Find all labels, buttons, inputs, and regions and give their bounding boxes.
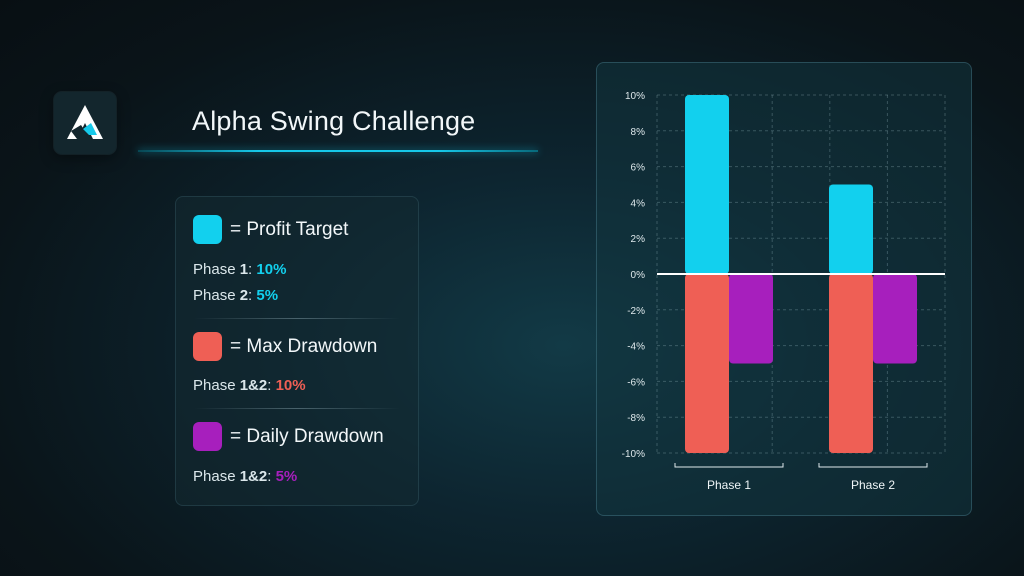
- legend-panel: = Profit Target Phase 1: 10% Phase 2: 5%…: [175, 196, 419, 506]
- profit-phase1-prefix: Phase: [193, 261, 240, 278]
- daily-drawdown-bar: [729, 274, 773, 364]
- daily-drawdown-bar: [873, 274, 917, 364]
- y-tick-label: 2%: [631, 234, 646, 245]
- profit-swatch: [193, 215, 222, 244]
- profit-phase2-bold: 2: [239, 287, 249, 304]
- y-tick-label: 4%: [631, 198, 646, 209]
- category-bracket: [674, 463, 784, 468]
- daily-drawdown-swatch: [193, 422, 222, 451]
- logo: [54, 92, 116, 154]
- legend-divider: [194, 408, 400, 409]
- legend-max-drawdown: = Max Drawdown: [193, 332, 377, 361]
- max-drawdown-phases: Phase 1&2: 10%: [193, 377, 306, 394]
- legend-profit-label: = Profit Target: [230, 218, 349, 240]
- y-tick-label: -2%: [627, 306, 645, 317]
- profit-phase2-value: 5%: [256, 287, 279, 304]
- profit-phase1-sep: :: [248, 261, 257, 278]
- max-drawdown-prefix: Phase: [193, 377, 240, 394]
- legend-divider: [194, 318, 400, 319]
- legend-daily-drawdown-label: = Daily Drawdown: [230, 425, 384, 447]
- page-title: Alpha Swing Challenge: [192, 106, 476, 136]
- y-tick-label: -6%: [627, 377, 645, 388]
- max-drawdown-value: 10%: [275, 377, 306, 394]
- legend-max-drawdown-label: = Max Drawdown: [230, 335, 378, 357]
- title-underline: [138, 150, 538, 152]
- daily-drawdown-prefix: Phase: [193, 468, 240, 485]
- y-tick-label: 8%: [631, 127, 646, 138]
- profit-phase1-value: 10%: [256, 261, 287, 278]
- daily-drawdown-value: 5%: [275, 468, 298, 485]
- legend-profit: = Profit Target: [193, 215, 348, 244]
- y-tick-label: -8%: [627, 413, 645, 424]
- legend-daily-drawdown: = Daily Drawdown: [193, 422, 384, 451]
- daily-drawdown-bold: 1&2: [239, 468, 268, 485]
- profit-phase1-bold: 1: [239, 261, 249, 278]
- y-tick-label: -4%: [627, 342, 645, 353]
- max-drawdown-bar: [685, 274, 729, 453]
- profit-phase1: Phase 1: 10%: [193, 261, 286, 278]
- x-tick-label: Phase 2: [851, 478, 895, 492]
- y-tick-label: -10%: [622, 449, 645, 460]
- max-drawdown-swatch: [193, 332, 222, 361]
- daily-drawdown-phases: Phase 1&2: 5%: [193, 468, 297, 485]
- profit-phase2-sep: :: [248, 287, 257, 304]
- y-tick-label: 10%: [625, 91, 645, 102]
- profit-phase2: Phase 2: 5%: [193, 287, 278, 304]
- profit-bar: [829, 184, 873, 274]
- chart-panel: 10% 8% 6% 4% 2% 0% -2% -4% -6% -8% -10% Phase 1 Phas…: [596, 62, 972, 516]
- profit-phase2-prefix: Phase: [193, 287, 240, 304]
- daily-drawdown-sep: :: [267, 468, 276, 485]
- profit-bar: [685, 95, 729, 274]
- category-bracket: [818, 463, 928, 468]
- max-drawdown-bar: [829, 274, 873, 453]
- x-tick-label: Phase 1: [707, 478, 751, 492]
- max-drawdown-sep: :: [267, 377, 276, 394]
- max-drawdown-bold: 1&2: [239, 377, 268, 394]
- y-tick-label: 0%: [631, 270, 646, 281]
- alpha-logo-icon: [67, 105, 103, 139]
- y-tick-label: 6%: [631, 163, 646, 174]
- bar-chart: 10% 8% 6% 4% 2% 0% -2% -4% -6% -8% -10% Phase 1 Phas…: [622, 91, 946, 492]
